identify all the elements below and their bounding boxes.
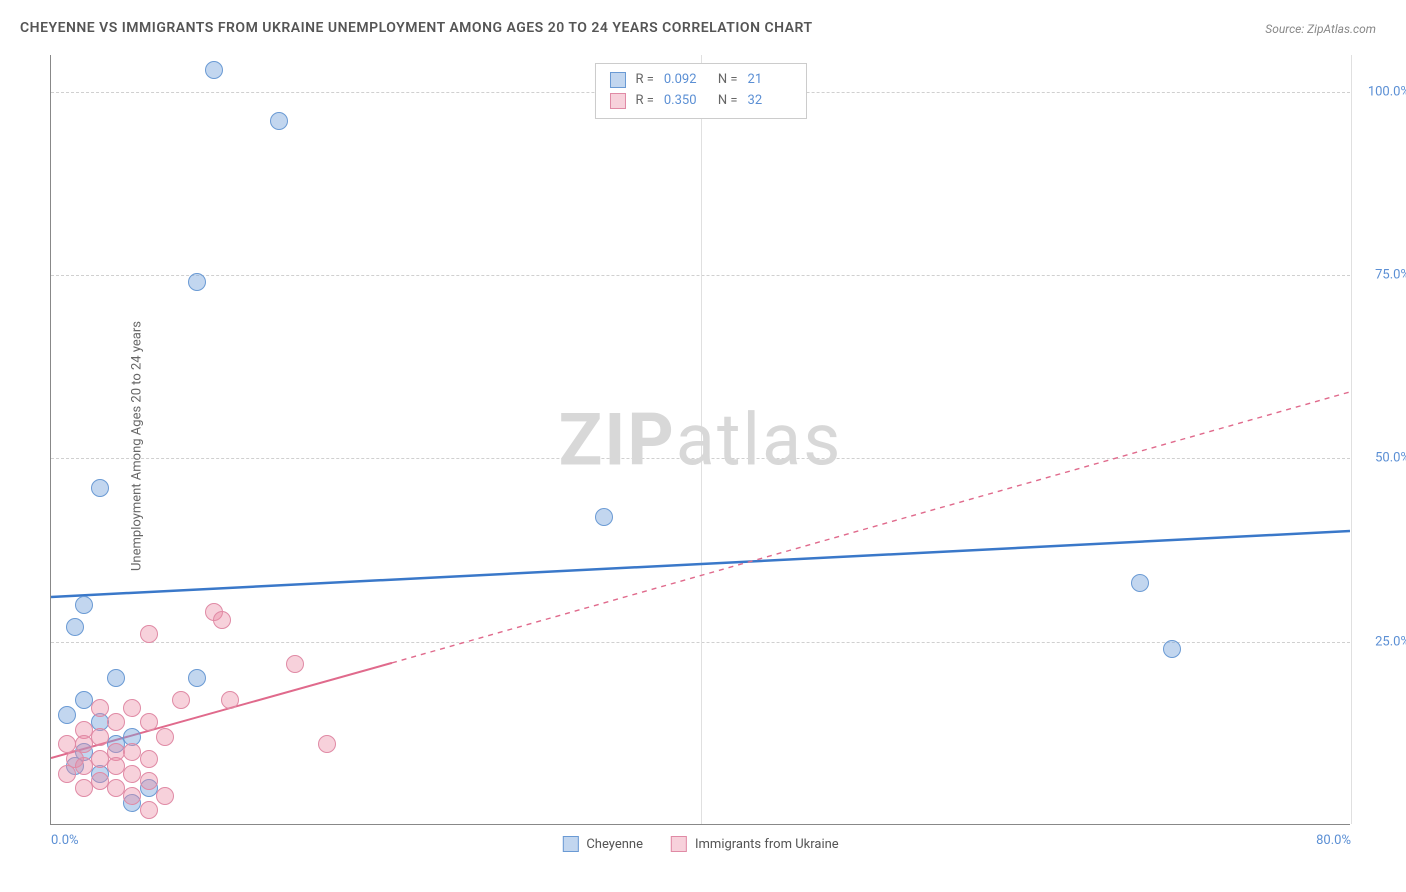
stat-r-label: R =: [635, 91, 653, 112]
scatter-point: [156, 728, 174, 746]
watermark-bold: ZIP: [559, 397, 676, 482]
scatter-point: [286, 655, 304, 673]
legend-item: Immigrants from Ukraine: [671, 836, 839, 852]
scatter-point: [1163, 640, 1181, 658]
scatter-point: [270, 112, 288, 130]
stats-row: R = 0.092 N = 21: [609, 70, 791, 91]
scatter-point: [75, 596, 93, 614]
legend-swatch: [671, 836, 687, 852]
y-tick-label: 100.0%: [1368, 84, 1406, 99]
gridline-v: [1351, 55, 1352, 824]
legend-label: Immigrants from Ukraine: [695, 837, 839, 852]
scatter-point: [123, 699, 141, 717]
stats-legend: R = 0.092 N = 21 R = 0.350 N = 32: [594, 63, 806, 119]
stat-n-label: N =: [718, 70, 738, 91]
stat-n-value: 21: [748, 70, 792, 91]
scatter-point: [91, 479, 109, 497]
scatter-point: [205, 61, 223, 79]
legend-swatch: [609, 72, 625, 88]
scatter-point: [156, 787, 174, 805]
plot-area: ZIPatlas R =0.092N =21R =0.350N =32 Chey…: [50, 55, 1350, 825]
stat-r-label: R =: [635, 70, 653, 91]
trend-line-dashed: [392, 392, 1350, 663]
legend-swatch: [562, 836, 578, 852]
x-tick-label: 80.0%: [1316, 833, 1351, 848]
scatter-point: [172, 691, 190, 709]
scatter-point: [75, 757, 93, 775]
x-tick-label: 0.0%: [51, 833, 79, 848]
scatter-point: [213, 611, 231, 629]
stat-n-value: 32: [748, 91, 792, 112]
scatter-point: [318, 735, 336, 753]
scatter-point: [140, 801, 158, 819]
scatter-point: [140, 625, 158, 643]
legend-label: Cheyenne: [586, 837, 643, 852]
stat-r-value: 0.092: [664, 70, 708, 91]
scatter-point: [123, 787, 141, 805]
scatter-point: [58, 765, 76, 783]
scatter-point: [91, 699, 109, 717]
legend-swatch: [609, 93, 625, 109]
chart-container: CHEYENNE VS IMMIGRANTS FROM UKRAINE UNEM…: [0, 0, 1406, 892]
scatter-point: [188, 669, 206, 687]
scatter-point: [107, 713, 125, 731]
scatter-point: [188, 273, 206, 291]
chart-title: CHEYENNE VS IMMIGRANTS FROM UKRAINE UNEM…: [20, 20, 813, 36]
scatter-point: [595, 508, 613, 526]
scatter-point: [66, 618, 84, 636]
legend-item: Cheyenne: [562, 836, 643, 852]
scatter-point: [221, 691, 239, 709]
bottom-legend: Cheyenne Immigrants from Ukraine: [562, 836, 838, 852]
scatter-point: [1131, 574, 1149, 592]
y-tick-label: 50.0%: [1375, 451, 1406, 466]
scatter-point: [140, 750, 158, 768]
scatter-point: [91, 728, 109, 746]
source-label: Source: ZipAtlas.com: [1265, 22, 1376, 36]
scatter-point: [58, 706, 76, 724]
y-tick-label: 25.0%: [1375, 634, 1406, 649]
gridline-v: [701, 55, 702, 824]
stat-n-label: N =: [718, 91, 738, 112]
stats-row: R = 0.350 N = 32: [609, 91, 791, 112]
scatter-point: [140, 713, 158, 731]
scatter-point: [75, 779, 93, 797]
scatter-point: [140, 772, 158, 790]
y-tick-label: 75.0%: [1375, 268, 1406, 283]
stat-r-value: 0.350: [664, 91, 708, 112]
scatter-point: [107, 669, 125, 687]
